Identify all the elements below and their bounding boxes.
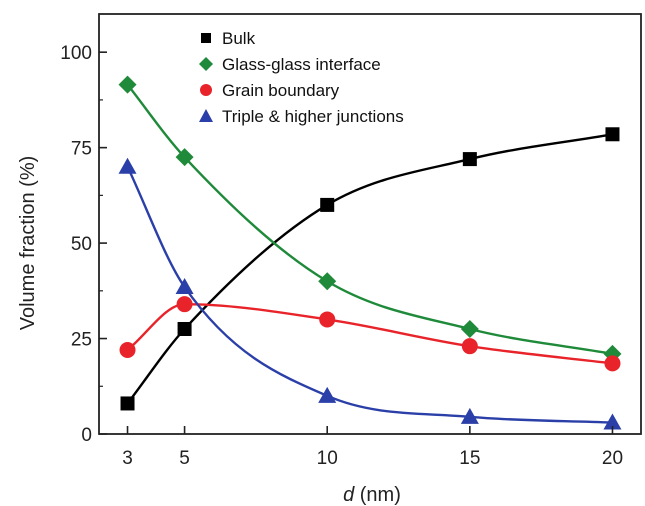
point-glass-glass-interface — [175, 148, 194, 167]
legend-marker-glass-glass-interface — [199, 57, 213, 71]
plot-frame — [98, 13, 642, 435]
point-bulk — [462, 152, 477, 167]
legend-marker-grain-boundary — [200, 84, 212, 96]
y-tick-label: 100 — [60, 43, 92, 64]
point-triple-higher-junctions — [603, 413, 622, 430]
y-tick-label: 0 — [81, 425, 92, 446]
point-grain-boundary — [604, 355, 621, 372]
curve-triple-higher-junctions — [126, 166, 613, 424]
x-tick-label: 15 — [459, 448, 480, 469]
point-triple-higher-junctions — [118, 157, 137, 174]
point-triple-higher-junctions — [175, 278, 194, 294]
legend-marker-bulk — [201, 33, 211, 43]
legend: Bulk Glass-glass interface Grain boundary T… — [199, 29, 404, 126]
x-tick-label: 10 — [317, 448, 338, 469]
legend-label-bulk: Bulk — [222, 29, 256, 48]
y-axis-label: Volume fraction (%) — [17, 156, 39, 331]
legend-marker-triple-higher-junctions — [199, 109, 213, 122]
legend-label-grain-boundary: Grain boundary — [222, 81, 340, 100]
series-markers — [118, 75, 622, 430]
legend-item-grain-boundary: Grain boundary — [200, 81, 340, 100]
legend-label-glass-glass-interface: Glass-glass interface — [222, 55, 381, 74]
point-glass-glass-interface — [118, 75, 137, 94]
legend-item-bulk: Bulk — [201, 29, 256, 48]
x-axis-label: d (nm) — [343, 484, 401, 506]
point-triple-higher-junctions — [318, 386, 337, 403]
point-grain-boundary — [319, 311, 336, 328]
x-axis-label-unit: (nm) — [354, 484, 401, 506]
point-grain-boundary — [176, 296, 193, 313]
x-tick-label: 3 — [122, 448, 133, 469]
y-tick-label: 75 — [71, 139, 92, 160]
point-triple-higher-junctions — [460, 407, 479, 424]
y-tick-label: 50 — [71, 234, 92, 255]
point-grain-boundary — [461, 338, 478, 355]
x-tick-label: 20 — [602, 448, 623, 469]
x-axis-label-symbol: d — [343, 484, 355, 506]
point-glass-glass-interface — [460, 320, 479, 338]
point-bulk — [605, 127, 620, 142]
point-bulk — [177, 322, 192, 336]
axes: 3 5 10 15 20 0 25 50 75 100 — [60, 13, 642, 469]
legend-item-triple-higher-junctions: Triple & higher junctions — [199, 107, 404, 126]
point-bulk — [320, 197, 335, 212]
y-tick-label: 25 — [71, 330, 92, 351]
x-tick-label: 5 — [179, 448, 190, 469]
point-bulk — [120, 396, 135, 411]
point-glass-glass-interface — [318, 272, 337, 291]
legend-item-glass-glass-interface: Glass-glass interface — [199, 55, 381, 74]
legend-label-triple-higher-junctions: Triple & higher junctions — [222, 107, 404, 126]
point-grain-boundary — [119, 342, 136, 358]
series-curves — [126, 83, 613, 424]
